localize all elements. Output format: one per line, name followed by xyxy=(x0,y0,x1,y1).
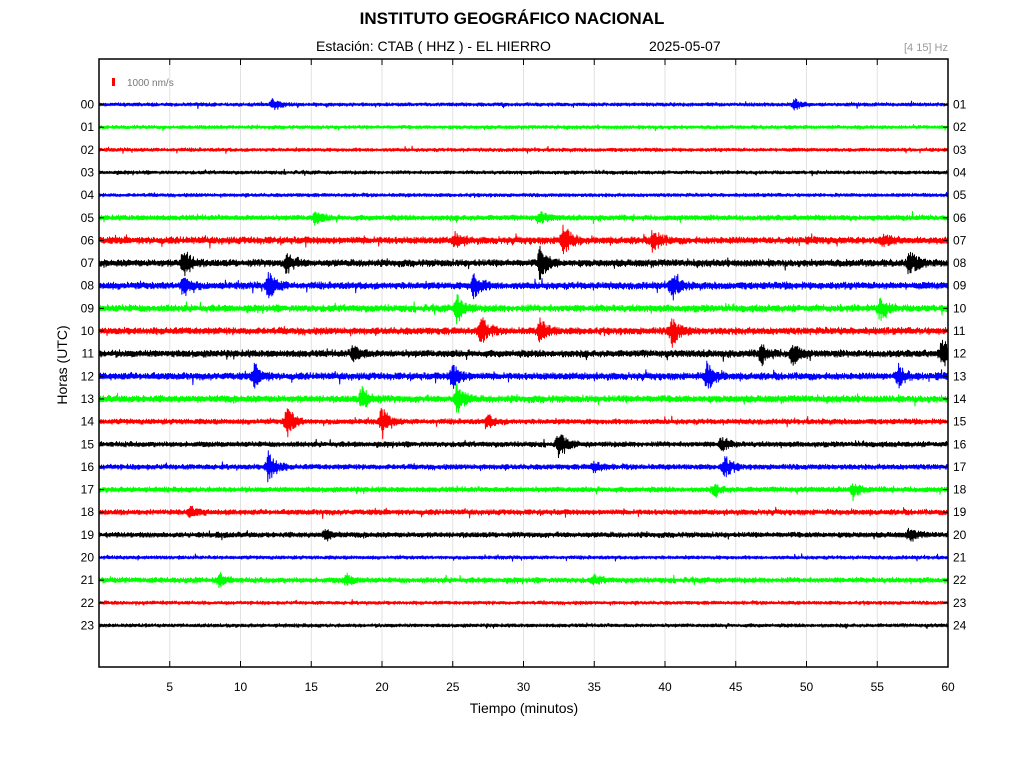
trace-hour-08 xyxy=(98,271,949,301)
hour-label-right: 18 xyxy=(953,483,967,497)
trace-hour-13 xyxy=(98,383,949,413)
hour-label-left: 15 xyxy=(81,437,95,451)
hour-label-left: 11 xyxy=(82,347,95,361)
hour-label-left: 09 xyxy=(81,301,95,315)
trace-hour-14 xyxy=(98,408,949,440)
hour-label-left: 20 xyxy=(81,551,95,565)
filter-label: [4 15] Hz xyxy=(903,42,948,54)
x-tick-label: 55 xyxy=(871,680,885,694)
hour-label-right: 24 xyxy=(953,618,967,632)
hour-label-right: 01 xyxy=(953,98,967,112)
scale-bar xyxy=(112,78,115,86)
hour-label-right: 03 xyxy=(953,143,967,157)
station-label: Estación: CTAB ( HHZ ) - EL HIERRO xyxy=(316,38,551,54)
hour-label-left: 06 xyxy=(81,233,95,247)
hour-label-left: 03 xyxy=(81,165,95,179)
axis-tick-labels: 5 10 15 20 25 30 35 40 45 50 55 60 00 01 01 02 02 03 03 04 0… xyxy=(81,98,967,695)
x-tick-label: 20 xyxy=(375,680,389,694)
trace-hour-18 xyxy=(98,505,949,519)
x-tick-label: 25 xyxy=(446,680,460,694)
trace-hour-21 xyxy=(98,572,949,588)
hour-label-left: 13 xyxy=(81,392,95,406)
x-tick-label: 35 xyxy=(588,680,602,694)
x-tick-label: 45 xyxy=(729,680,743,694)
hour-label-left: 17 xyxy=(81,483,95,497)
amplitude-scale: 1000 nm/s xyxy=(112,78,174,89)
x-axis-label: Tiempo (minutos) xyxy=(469,700,579,716)
x-tick-label: 5 xyxy=(166,680,173,694)
trace-hour-22 xyxy=(98,599,949,606)
x-tick-label: 40 xyxy=(658,680,672,694)
seismic-traces xyxy=(98,98,949,630)
trace-hour-19 xyxy=(98,527,949,542)
hour-label-left: 18 xyxy=(81,505,95,519)
trace-hour-05 xyxy=(98,210,949,226)
x-tick-label: 10 xyxy=(234,680,248,694)
trace-hour-11 xyxy=(98,339,949,367)
hour-label-right: 20 xyxy=(953,528,967,542)
hour-label-right: 23 xyxy=(953,596,967,610)
hour-label-left: 08 xyxy=(81,279,95,293)
trace-hour-09 xyxy=(98,294,949,325)
trace-hour-10 xyxy=(98,317,949,348)
chart-title: INSTITUTO GEOGRÁFICO NACIONAL xyxy=(359,9,665,28)
hour-label-left: 07 xyxy=(81,256,95,270)
grid-lines xyxy=(169,59,878,667)
hour-label-right: 13 xyxy=(953,369,967,383)
axis-ticks xyxy=(99,59,949,667)
trace-hour-15 xyxy=(98,434,949,459)
scale-label: 1000 nm/s xyxy=(127,78,174,89)
hour-label-right: 09 xyxy=(953,279,967,293)
hour-label-left: 02 xyxy=(81,143,95,157)
hour-label-right: 14 xyxy=(953,392,967,406)
hour-label-left: 10 xyxy=(81,324,95,338)
hour-label-left: 21 xyxy=(81,573,95,587)
hour-label-left: 22 xyxy=(81,596,95,610)
hour-label-right: 15 xyxy=(953,415,967,429)
hour-label-right: 06 xyxy=(953,211,967,225)
hour-label-left: 23 xyxy=(81,618,95,632)
trace-hour-06 xyxy=(98,224,949,255)
hour-label-right: 02 xyxy=(953,120,967,134)
hour-label-right: 11 xyxy=(953,324,966,338)
hour-label-right: 05 xyxy=(953,188,967,202)
x-tick-label: 30 xyxy=(517,680,531,694)
trace-hour-23 xyxy=(98,622,949,630)
hour-label-right: 08 xyxy=(953,256,967,270)
date-label: 2025-05-07 xyxy=(649,38,721,54)
hour-label-left: 04 xyxy=(81,188,95,202)
x-tick-label: 15 xyxy=(305,680,319,694)
trace-hour-20 xyxy=(98,553,949,562)
trace-hour-16 xyxy=(98,450,949,483)
x-tick-label: 50 xyxy=(800,680,814,694)
trace-hour-03 xyxy=(98,168,949,177)
trace-hour-07 xyxy=(98,245,949,280)
hour-label-left: 01 xyxy=(81,120,95,134)
hour-label-left: 14 xyxy=(81,415,95,429)
hour-label-left: 16 xyxy=(81,460,95,474)
hour-label-right: 16 xyxy=(953,437,967,451)
hour-label-right: 07 xyxy=(953,233,967,247)
hour-label-left: 12 xyxy=(81,369,95,383)
x-tick-label: 60 xyxy=(941,680,955,694)
hour-label-right: 22 xyxy=(953,573,967,587)
hour-label-left: 19 xyxy=(81,528,95,542)
hour-label-left: 05 xyxy=(81,211,95,225)
hour-label-right: 12 xyxy=(953,347,967,361)
trace-hour-17 xyxy=(98,483,949,502)
hour-label-right: 19 xyxy=(953,505,967,519)
trace-hour-04 xyxy=(98,191,949,199)
trace-hour-02 xyxy=(98,145,949,154)
trace-hour-12 xyxy=(98,360,949,389)
hour-label-right: 04 xyxy=(953,165,967,179)
hour-label-right: 10 xyxy=(953,301,967,315)
hour-label-right: 17 xyxy=(953,460,967,474)
hour-label-left: 00 xyxy=(81,98,95,112)
hour-label-right: 21 xyxy=(953,551,967,565)
trace-hour-00 xyxy=(98,98,949,111)
trace-hour-01 xyxy=(98,123,949,132)
